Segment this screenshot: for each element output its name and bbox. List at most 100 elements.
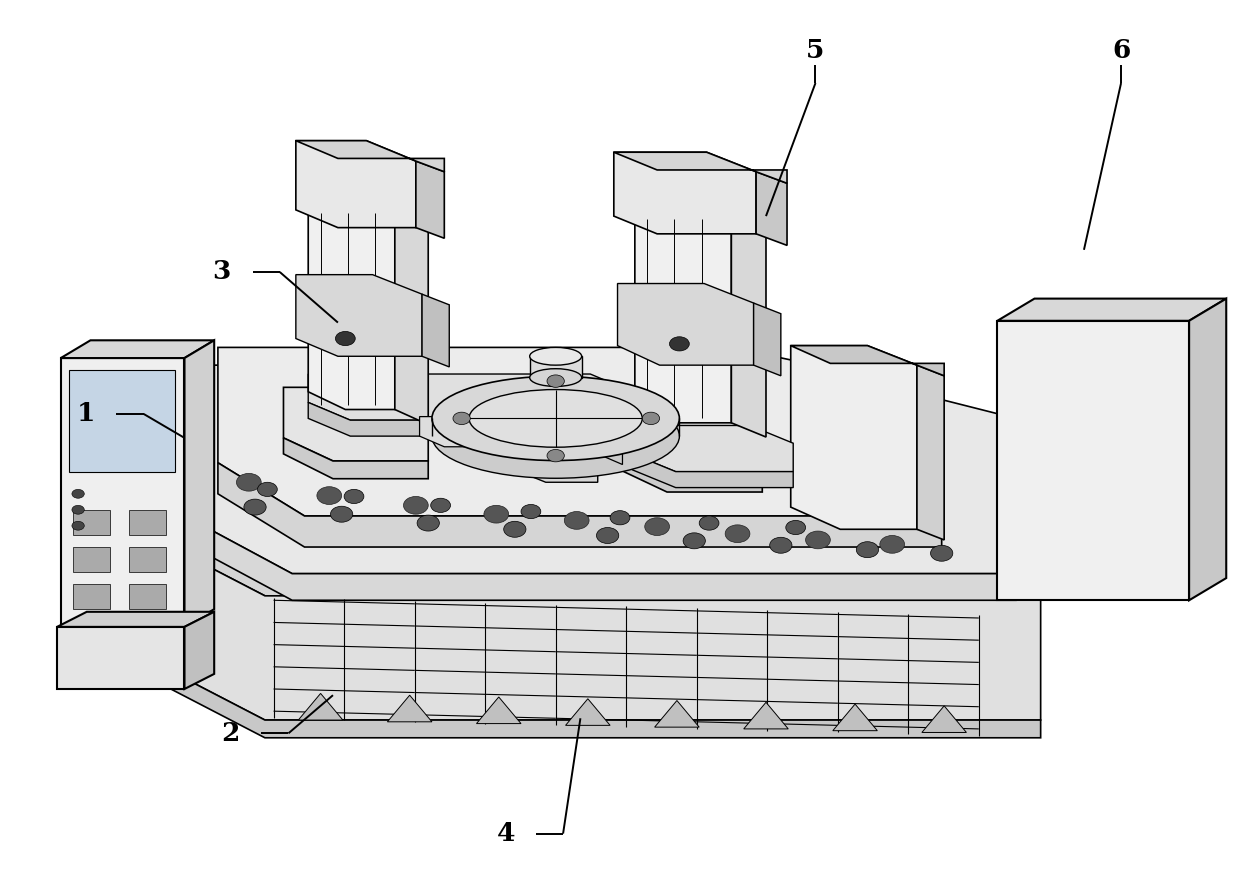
Polygon shape: [284, 438, 428, 479]
Circle shape: [547, 375, 564, 387]
Polygon shape: [57, 627, 185, 689]
Circle shape: [725, 525, 750, 543]
Ellipse shape: [529, 368, 582, 386]
Polygon shape: [394, 210, 428, 425]
Text: 6: 6: [1112, 37, 1130, 62]
Polygon shape: [791, 345, 916, 530]
Polygon shape: [620, 454, 763, 492]
Polygon shape: [387, 695, 432, 722]
Polygon shape: [791, 345, 944, 376]
Circle shape: [880, 536, 904, 554]
Text: 2: 2: [221, 721, 239, 746]
Polygon shape: [614, 152, 756, 234]
Polygon shape: [422, 295, 449, 367]
Bar: [73, 510, 110, 535]
Polygon shape: [529, 356, 582, 377]
Circle shape: [237, 473, 262, 491]
Polygon shape: [632, 454, 794, 488]
Circle shape: [786, 521, 806, 535]
Circle shape: [503, 522, 526, 538]
Polygon shape: [565, 699, 610, 725]
Polygon shape: [185, 340, 215, 627]
Circle shape: [72, 522, 84, 530]
Circle shape: [564, 512, 589, 530]
Circle shape: [547, 449, 564, 462]
Polygon shape: [515, 425, 598, 482]
Polygon shape: [618, 284, 754, 365]
Bar: [129, 510, 166, 535]
Circle shape: [683, 533, 706, 549]
Polygon shape: [296, 275, 422, 356]
Circle shape: [857, 542, 879, 558]
Polygon shape: [756, 172, 787, 246]
Circle shape: [417, 515, 439, 531]
Circle shape: [806, 531, 831, 549]
Polygon shape: [61, 340, 215, 358]
Polygon shape: [997, 299, 1226, 320]
Polygon shape: [997, 320, 1189, 600]
Polygon shape: [309, 402, 632, 436]
Text: 5: 5: [806, 37, 825, 62]
Ellipse shape: [529, 347, 582, 365]
Circle shape: [670, 336, 689, 351]
Polygon shape: [744, 702, 789, 729]
Polygon shape: [1189, 299, 1226, 600]
Circle shape: [72, 506, 84, 514]
Polygon shape: [309, 210, 394, 409]
Polygon shape: [598, 434, 622, 465]
Ellipse shape: [432, 376, 680, 460]
Polygon shape: [754, 303, 781, 376]
Circle shape: [343, 490, 363, 504]
Circle shape: [770, 538, 792, 554]
Polygon shape: [218, 463, 941, 547]
Polygon shape: [415, 161, 444, 239]
Polygon shape: [833, 704, 878, 731]
Circle shape: [403, 497, 428, 514]
Polygon shape: [916, 365, 944, 540]
Circle shape: [72, 490, 84, 498]
Polygon shape: [162, 667, 1040, 738]
Circle shape: [317, 487, 342, 505]
Circle shape: [521, 505, 541, 519]
Circle shape: [336, 331, 355, 345]
Polygon shape: [296, 141, 444, 172]
Circle shape: [930, 546, 952, 562]
Polygon shape: [620, 402, 763, 476]
Polygon shape: [193, 365, 1016, 574]
Polygon shape: [655, 700, 699, 727]
Circle shape: [484, 506, 508, 523]
Polygon shape: [632, 425, 794, 472]
Polygon shape: [61, 358, 185, 627]
Polygon shape: [309, 374, 632, 420]
Bar: [73, 585, 110, 609]
Polygon shape: [185, 611, 215, 689]
Polygon shape: [162, 543, 1040, 720]
Polygon shape: [614, 152, 787, 183]
Polygon shape: [284, 387, 428, 461]
Circle shape: [642, 412, 660, 425]
Polygon shape: [69, 369, 175, 472]
Bar: [129, 547, 166, 572]
Text: 4: 4: [497, 821, 516, 846]
Circle shape: [453, 412, 470, 425]
Circle shape: [645, 518, 670, 536]
Polygon shape: [419, 417, 515, 447]
Polygon shape: [296, 141, 415, 228]
Polygon shape: [476, 697, 521, 724]
Ellipse shape: [469, 390, 642, 447]
Circle shape: [699, 516, 719, 530]
Polygon shape: [299, 693, 343, 720]
Circle shape: [596, 528, 619, 544]
Circle shape: [258, 482, 278, 497]
Polygon shape: [218, 347, 941, 516]
Polygon shape: [732, 216, 766, 437]
Polygon shape: [162, 521, 1040, 595]
Polygon shape: [635, 216, 732, 423]
Circle shape: [244, 499, 267, 515]
Text: 1: 1: [77, 401, 94, 426]
Circle shape: [610, 511, 630, 525]
Text: 3: 3: [212, 260, 231, 285]
Circle shape: [430, 498, 450, 513]
Polygon shape: [193, 521, 1016, 600]
Ellipse shape: [432, 394, 680, 478]
